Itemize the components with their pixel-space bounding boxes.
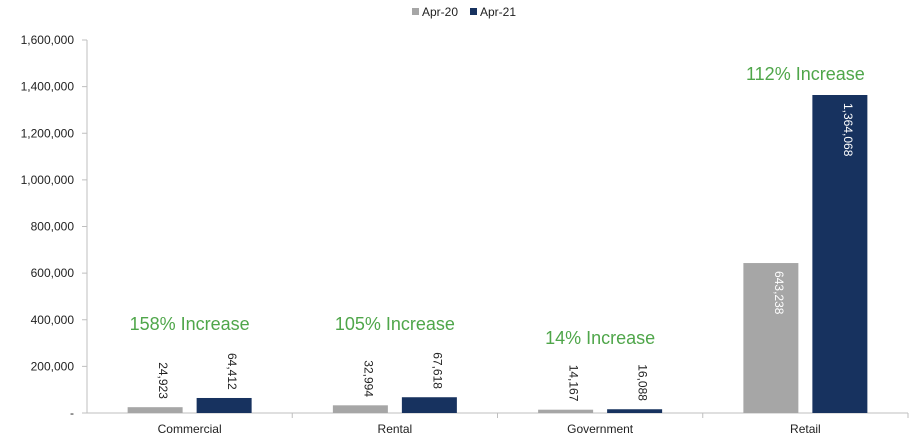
bar-data-label: 1,364,068 <box>841 103 855 157</box>
increase-annotation: 112% Increase <box>746 64 865 84</box>
bar-data-label: 14,167 <box>567 365 581 402</box>
increase-annotation: 158% Increase <box>130 314 250 334</box>
increase-annotation: 105% Increase <box>335 314 455 334</box>
bar-apr-20 <box>538 409 594 413</box>
bar-apr-21 <box>196 397 252 413</box>
x-category-label: Commercial <box>158 422 222 436</box>
bar-data-label: 64,412 <box>225 353 239 390</box>
y-tick-label: 200,000 <box>31 359 75 373</box>
y-tick-label: 1,600,000 <box>21 33 75 47</box>
bar-data-label: 16,088 <box>636 364 650 401</box>
y-tick-label: 600,000 <box>31 266 75 280</box>
increase-annotation: 14% Increase <box>545 328 655 348</box>
legend-swatch-apr-20 <box>412 8 419 15</box>
x-category-label: Government <box>567 422 634 436</box>
legend-swatch-apr-21 <box>470 8 477 15</box>
y-tick-label: 400,000 <box>31 313 75 327</box>
bar-apr-21 <box>607 409 663 413</box>
bar-data-label: 643,238 <box>772 271 786 315</box>
bar-apr-20 <box>743 263 799 413</box>
y-tick-label: - <box>70 406 74 420</box>
x-category-label: Retail <box>790 422 821 436</box>
y-tick-label: 1,000,000 <box>21 173 75 187</box>
y-tick-label: 1,400,000 <box>21 80 75 94</box>
y-tick-label: 1,200,000 <box>21 126 75 140</box>
x-category-label: Rental <box>378 422 413 436</box>
legend-label: Apr-21 <box>480 5 516 19</box>
bar-apr-20 <box>332 405 388 413</box>
bar-data-label: 67,618 <box>430 352 444 389</box>
bar-apr-21 <box>812 95 868 413</box>
bar-data-label: 24,923 <box>156 362 170 399</box>
bar-apr-20 <box>127 407 183 413</box>
bar-apr-21 <box>401 397 457 413</box>
bar-data-label: 32,994 <box>361 360 375 397</box>
y-tick-label: 800,000 <box>31 220 75 234</box>
legend-label: Apr-20 <box>422 5 458 19</box>
